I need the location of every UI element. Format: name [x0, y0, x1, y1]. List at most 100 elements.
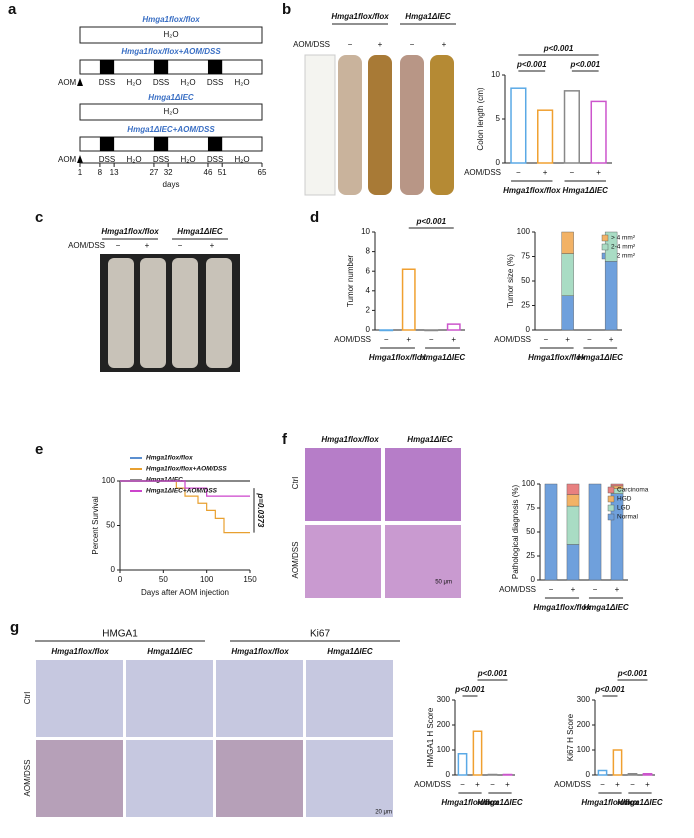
y-tick-label: 300 [437, 695, 451, 704]
dss-block [207, 60, 223, 74]
treatment-label: AOM/DSS [293, 40, 330, 49]
x-tick-label: 32 [164, 168, 173, 177]
y-axis-label: Ki67 H Score [566, 713, 575, 761]
x-tick-label: − [593, 585, 598, 594]
aom-label: AOM [58, 155, 77, 164]
p-value: p<0.001 [477, 669, 508, 678]
bar-segment [566, 494, 580, 507]
colon-photo [368, 55, 392, 195]
y-tick-label: 25 [526, 551, 535, 560]
row-title: Hmga1ΔIEC [148, 93, 194, 102]
bar-segment [588, 483, 602, 581]
x-tick-label: − [384, 335, 389, 344]
schedule-label: DSS [207, 78, 223, 87]
survival-line [120, 480, 250, 497]
group-label: Hmga1flox/flox [369, 353, 427, 362]
ihc-image [126, 660, 213, 737]
y-tick-label: 100 [102, 476, 116, 485]
group-label: Hmga1flox/flox [533, 603, 591, 612]
row-title: Hmga1flox/flox+AOM/DSS [121, 47, 221, 56]
x-tick-label: − [544, 335, 549, 344]
timeline-box [79, 26, 263, 44]
aom-arrow [77, 155, 83, 163]
genotype-label: Hmga1ΔIEC [405, 12, 451, 21]
bar-segment [604, 261, 618, 331]
dss-block [207, 137, 223, 151]
y-tick-label: 300 [577, 695, 591, 704]
p-value: p<0.001 [516, 60, 547, 69]
row-label: AOM/DSS [499, 585, 536, 594]
x-tick-label: + [615, 780, 620, 789]
legend-label: Hmga1ΔIEC+AOM/DSS [146, 488, 218, 495]
x-tick-label: 50 [159, 575, 168, 584]
legend-swatch [601, 243, 609, 251]
y-tick-label: 0 [446, 770, 451, 779]
x-tick-label: + [451, 335, 456, 344]
legend-label: HGD [617, 496, 632, 503]
bar [627, 773, 638, 776]
x-tick-label: 100 [200, 575, 214, 584]
legend-label: < 2 mm² [611, 253, 636, 260]
y-tick-label: 8 [366, 247, 371, 256]
group-label: Hmga1ΔIEC [617, 798, 663, 807]
colon-photo [172, 258, 198, 368]
genotype-label: Hmga1flox/flox [321, 435, 379, 444]
x-tick-label: + [565, 335, 570, 344]
p-value: p=0.0373 [256, 492, 265, 528]
dss-block [99, 137, 115, 151]
legend-label: Normal [617, 514, 639, 521]
p-value: p<0.001 [415, 217, 446, 226]
bar-segment [544, 483, 558, 581]
legend-label: Hmga1flox/flox [146, 455, 193, 462]
bar [597, 769, 608, 776]
x-tick-label: − [490, 780, 495, 789]
panel-label: e [35, 441, 43, 458]
legend-label: > 4 mm² [611, 235, 636, 242]
group-label: Hmga1ΔIEC [583, 603, 629, 612]
x-tick-label: + [615, 585, 620, 594]
he-image [305, 525, 381, 598]
group-label: Hmga1ΔIEC [563, 186, 609, 195]
y-tick-label: 100 [522, 479, 536, 488]
group-label: Hmga1flox/flox [528, 353, 586, 362]
genotype-label: Hmga1ΔIEC [177, 227, 223, 236]
bar-segment [610, 483, 624, 487]
y-axis-label: Colon length (cm) [476, 87, 485, 150]
legend-label: Hmga1flox/flox+AOM/DSS [146, 466, 227, 473]
legend-label: Carcinoma [617, 487, 649, 494]
timeline-box [79, 103, 263, 121]
row-label: AOM/DSS [291, 542, 300, 579]
bar [537, 109, 554, 164]
bar [642, 773, 653, 776]
genotype-label: Hmga1ΔIEC [407, 435, 453, 444]
row-title: Hmga1flox/flox [142, 15, 200, 24]
p-value: p<0.001 [454, 685, 485, 694]
x-tick-label: − [516, 168, 521, 177]
x-tick-label: − [587, 335, 592, 344]
sign-label: − [178, 241, 183, 250]
ihc-image [36, 740, 123, 817]
colon-photo [338, 55, 362, 195]
row-label: AOM/DSS [464, 168, 501, 177]
y-tick-label: 6 [366, 266, 371, 275]
stain-label: HMGA1 [102, 629, 138, 640]
bar [401, 268, 416, 331]
p-value: p<0.001 [617, 669, 648, 678]
group-label: Hmga1flox/flox [581, 798, 639, 807]
dss-block [99, 60, 115, 74]
dss-block [153, 60, 169, 74]
y-axis-label: Tumor number [346, 255, 355, 308]
row-label: Ctrl [23, 692, 32, 705]
bar [472, 730, 483, 776]
group-label: Hmga1ΔIEC [420, 353, 466, 362]
colon-photo [400, 55, 424, 195]
he-image [305, 448, 381, 521]
schedule-label: H₂O [235, 78, 250, 87]
y-tick-label: 50 [106, 521, 115, 530]
survival-line [120, 480, 250, 534]
bar [379, 329, 394, 332]
he-image [385, 525, 461, 598]
genotype-label: Hmga1ΔIEC [147, 647, 193, 656]
x-tick-label: − [429, 335, 434, 344]
